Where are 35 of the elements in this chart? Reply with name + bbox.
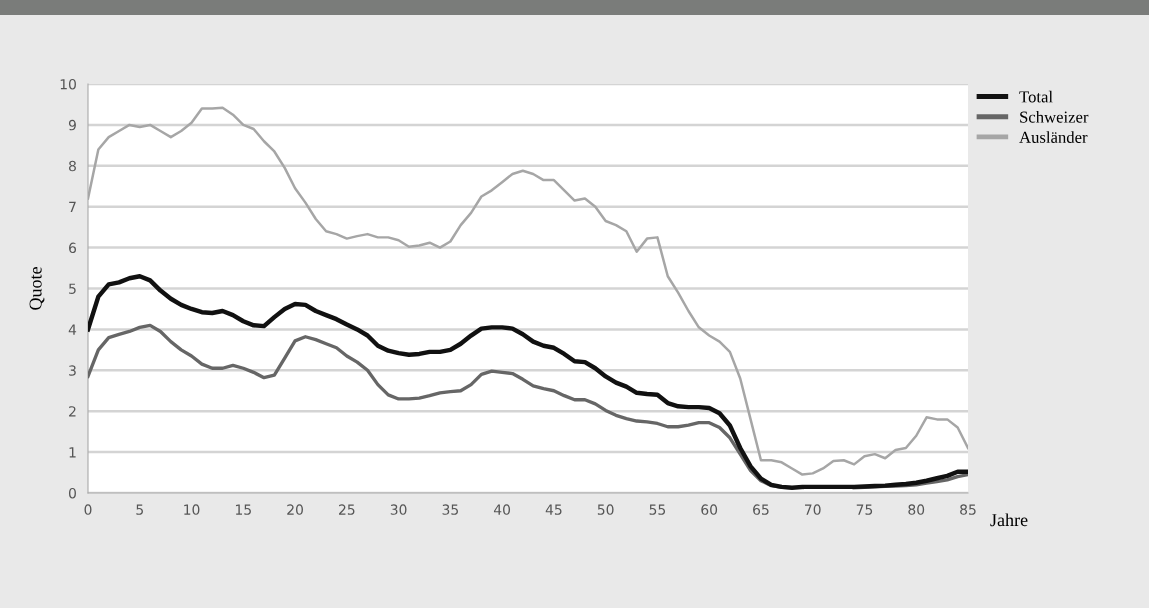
legend-label: Schweizer: [1020, 110, 1089, 123]
x-tick-label: 85: [960, 504, 976, 515]
x-tick-label: 0: [84, 504, 92, 515]
x-tick-label: 60: [701, 504, 718, 515]
y-tick-label: 1: [69, 447, 76, 458]
y-tick-label: 5: [69, 283, 76, 294]
x-axis-title: Jahre: [990, 513, 1028, 527]
legend-label: Ausländer: [1019, 131, 1088, 143]
y-tick-label: 0: [68, 487, 76, 499]
y-tick-label: 4: [68, 324, 77, 335]
x-tick-label: 15: [235, 504, 251, 515]
y-axis-title: Quote: [29, 267, 45, 310]
y-tick-label: 2: [69, 406, 76, 417]
line-series: [88, 274, 968, 490]
x-tick-label: 45: [545, 504, 562, 515]
y-tick-label: 8: [68, 160, 76, 172]
y-tick-label: 10: [60, 78, 76, 90]
x-tick-label: 35: [442, 504, 458, 515]
y-tick-label: 3: [69, 365, 76, 376]
x-tick-label: 10: [184, 504, 200, 515]
x-tick-label: 70: [805, 504, 821, 515]
x-tick-label: 20: [287, 504, 303, 515]
x-tick-label: 80: [908, 504, 925, 515]
y-tick-label: 9: [68, 119, 76, 131]
x-tick-label: 75: [856, 504, 873, 515]
y-tick-label: 6: [69, 242, 77, 254]
x-tick-label: 5: [136, 504, 143, 515]
x-tick-label: 55: [649, 504, 666, 515]
x-tick-label: 50: [597, 504, 614, 515]
x-tick-label: 25: [339, 504, 355, 515]
x-tick-label: 30: [390, 504, 407, 515]
legend-label: Total: [1019, 90, 1053, 103]
x-tick-label: 65: [753, 504, 769, 515]
x-tick-label: 40: [493, 504, 511, 515]
y-tick-label: 7: [69, 201, 76, 212]
